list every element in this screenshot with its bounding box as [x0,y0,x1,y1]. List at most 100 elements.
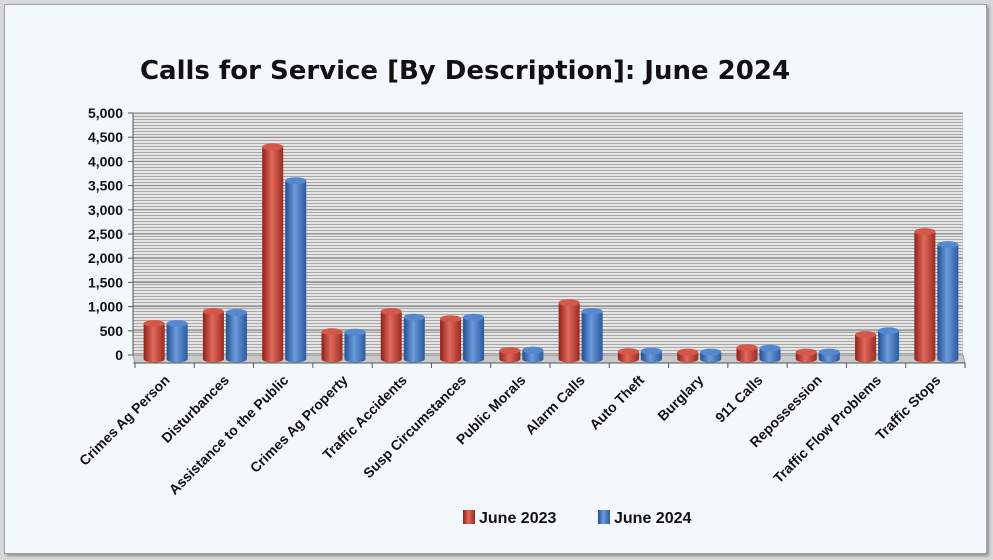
x-axis [133,362,966,368]
bar-june-2024-susp-circumstances [463,313,485,363]
bar-body [285,180,307,359]
bar-june-2023-assistance-to-the-public [262,143,284,363]
y-tick-label: 1,500 [88,274,123,290]
bar-body [321,331,343,359]
bar-body [166,323,188,359]
bar-base [878,355,900,363]
bar-base [463,355,485,363]
bar-body [499,350,521,359]
bar-cap [818,348,840,356]
bar-june-2024-crimes-ag-property [344,328,366,363]
bar-base [225,355,247,363]
bar-cap [285,177,307,185]
bar-june-2023-traffic-accidents [380,307,402,363]
y-tick-label: 0 [115,347,123,363]
bar-base [640,355,662,363]
legend-swatch-june-2024 [598,510,610,524]
bar-cap [855,331,877,339]
bar-cap [380,307,402,315]
bar-cap [617,348,639,356]
bar-june-2023-alarm-calls [558,299,580,363]
bar-base [285,355,307,363]
bar-june-2023-traffic-flow-problems [855,331,877,363]
bar-cap [143,320,165,328]
bar-cap [225,308,247,316]
bar-body [262,146,284,359]
bar-june-2024-burglary [700,348,722,363]
bar-cap [344,328,366,336]
bar-base [914,355,936,363]
bar-base [759,355,781,363]
bar-june-2024-traffic-stops [937,241,959,363]
bar-june-2023-911-calls [736,344,758,363]
bar-body [225,312,247,359]
bar-june-2024-auto-theft [640,347,662,363]
x-category-label-auto-theft: Auto Theft [586,372,647,433]
bar-cap [581,307,603,315]
bar-body [380,311,402,359]
bar-june-2024-repossession [818,348,840,363]
bar-base [558,355,580,363]
y-tick-label: 4,000 [88,153,123,169]
bar-body [759,348,781,359]
chart-title: Calls for Service [By Description]: June… [140,56,790,86]
bar-cap [914,228,936,236]
bar-june-2023-crimes-ag-person [143,320,165,363]
bar-body [344,332,366,359]
bar-cap [640,347,662,355]
plot-floor [132,354,966,364]
x-category-label-crimes-ag-property: Crimes Ag Property [247,372,351,476]
bar-body [736,347,758,359]
bar-june-2023-disturbances [202,307,224,363]
bar-base [166,355,188,363]
bar-cap [937,241,959,249]
y-axis-ticks: 0 500 1,000 1,500 2,000 2,500 3,000 3,500 4,000 4… [88,105,134,363]
bar-body [581,311,603,359]
bar-cap [558,299,580,307]
bar-june-2023-traffic-stops [914,228,936,363]
bar-cap [522,346,544,354]
bar-june-2024-public-morals [522,346,544,363]
bar-base [700,355,722,363]
bar-body [855,334,877,359]
bar-june-2023-susp-circumstances [440,315,462,363]
bar-cap [321,328,343,336]
chart-canvas: Calls for Service [By Description]: June… [76,56,966,527]
bar-base [677,355,699,363]
bar-june-2024-traffic-flow-problems [878,327,900,363]
bar-june-2024-crimes-ag-person [166,320,188,363]
chart-frame: Calls for Service [By Description]: June… [4,4,987,554]
bar-base [522,355,544,363]
bar-cap [700,348,722,356]
legend-label-june-2024: June 2024 [614,510,691,527]
bars [143,143,959,363]
bar-body [143,323,165,359]
x-category-label-alarm-calls: Alarm Calls [522,372,588,438]
bar-base [440,355,462,363]
y-tick-label: 500 [100,323,124,339]
bar-body [440,318,462,359]
x-category-label-911-calls: 911 Calls [712,372,766,426]
bar-base [321,355,343,363]
y-tick-label: 5,000 [88,105,123,121]
bar-cap [736,344,758,352]
y-tick-label: 2,500 [88,226,123,242]
legend: June 2023 June 2024 [463,510,691,527]
x-category-label-assistance-to-the-public: Assistance to the Public [166,372,292,498]
bar-cap [499,347,521,355]
bar-base [202,355,224,363]
bar-june-2024-disturbances [225,308,247,363]
bar-cap [440,315,462,323]
plot-area [132,113,966,364]
bar-cap [759,344,781,352]
bar-body [463,317,485,359]
bar-june-2023-repossession [795,348,817,363]
bar-june-2024-assistance-to-the-public [285,177,307,363]
x-category-label-traffic-flow-problems: Traffic Flow Problems [770,372,884,486]
bar-cap [403,313,425,321]
bar-june-2023-burglary [677,348,699,363]
bar-body [937,244,959,359]
bar-base [937,355,959,363]
bar-cap [202,307,224,315]
